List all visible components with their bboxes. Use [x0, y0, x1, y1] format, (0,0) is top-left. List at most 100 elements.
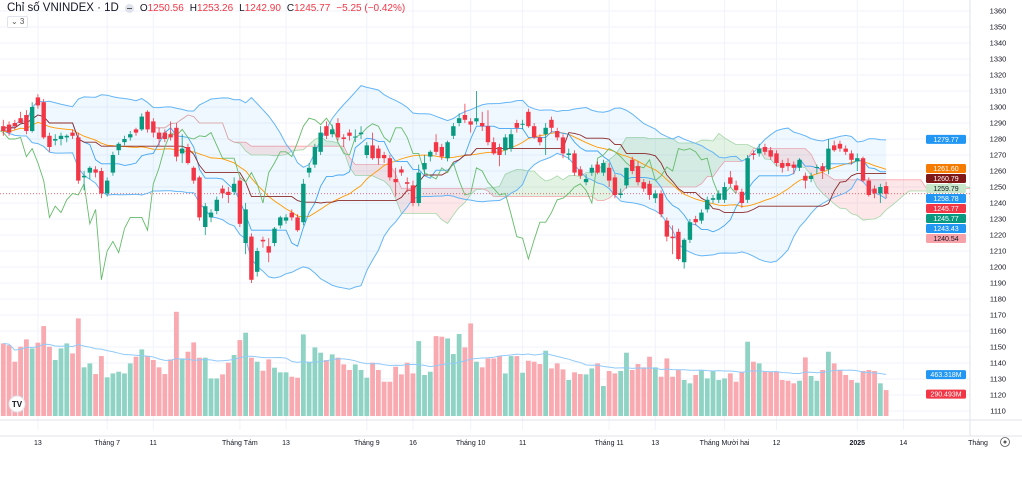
candle-body — [843, 148, 848, 152]
candle-body — [81, 175, 87, 178]
price-axis[interactable]: 1360 1350 1340 1330 1320 1310 1300 1290 1280 1270… — [990, 7, 1007, 416]
candle-body — [329, 129, 335, 135]
volume-bar — [485, 358, 491, 416]
volume-bar — [566, 380, 572, 416]
volume-bar — [462, 347, 468, 416]
time-tick-label: 2025 — [849, 440, 865, 447]
candle-body — [133, 129, 139, 133]
ichimoku-cloud-segment — [539, 177, 546, 197]
volume-bar — [658, 376, 664, 416]
ichimoku-cloud-segment — [516, 169, 523, 197]
price-tick-label: 1300 — [990, 103, 1007, 112]
volume-bar — [629, 370, 635, 416]
candle-body — [24, 115, 29, 131]
volume-bar — [18, 346, 24, 416]
ichimoku-cloud-segment — [724, 137, 731, 162]
symbol-title[interactable]: Chỉ số VNINDEX · 1D — [7, 2, 119, 14]
ichimoku-cloud-segment — [361, 164, 367, 176]
volume-bar — [589, 368, 595, 416]
volume-bar — [58, 348, 64, 416]
candle-body — [214, 199, 219, 211]
candle-body — [468, 121, 473, 125]
volume-bar — [606, 371, 612, 416]
volume-bar — [543, 350, 549, 416]
candle-body — [231, 183, 237, 192]
ichimoku-cloud-segment — [551, 175, 558, 197]
volume-bar — [116, 371, 122, 416]
time-tick-label: Tháng 10 — [456, 440, 486, 447]
logo-text: TV — [12, 400, 23, 409]
ichimoku-lagging-line — [0, 117, 737, 280]
volume-bar — [289, 376, 295, 416]
candle-body — [768, 150, 773, 157]
volume-bar — [733, 381, 739, 416]
market-status-icon[interactable] — [124, 3, 134, 13]
volume-bar — [525, 360, 531, 416]
price-tick-label: 1250 — [990, 183, 1007, 192]
candle-body — [520, 123, 525, 125]
ichimoku-cloud-segment — [297, 146, 304, 151]
volume-bar — [23, 339, 29, 416]
badge-background — [926, 203, 966, 213]
ichimoku-cloud-segment — [782, 148, 789, 166]
ichimoku-cloud-segment — [274, 146, 281, 156]
volume-bar — [422, 375, 427, 416]
candle-body — [381, 155, 387, 159]
volume-bar — [283, 372, 289, 416]
badge-value: 1261.60 — [933, 166, 958, 173]
volume-bar — [450, 354, 456, 416]
indicators-collapse-button[interactable]: ⌄ 3 — [7, 16, 29, 28]
candle-body — [405, 182, 410, 184]
candle-body — [93, 169, 98, 173]
badge-value: 463.318M — [930, 372, 961, 379]
candle-body — [687, 222, 693, 240]
price-tick-label: 1220 — [990, 231, 1007, 240]
candle-body — [191, 167, 196, 181]
candle-body — [208, 212, 214, 218]
volume-bar — [254, 361, 260, 416]
candle-body — [220, 188, 225, 194]
ichimoku-base-badge: 1260.79 — [926, 173, 966, 183]
candle-body — [353, 136, 358, 138]
time-axis[interactable]: 13 Tháng 7 11 Tháng Tám 13 Tháng 9 16 Tháng 10 1… — [34, 440, 907, 447]
price-tick-label: 1330 — [990, 55, 1007, 64]
volume-bar — [133, 356, 139, 416]
ichimoku-cloud-segment — [973, 184, 979, 193]
volume-bar — [479, 367, 485, 416]
candle-body — [272, 228, 277, 243]
volume-bar — [727, 373, 733, 416]
candle-body — [18, 118, 23, 123]
candle-body — [289, 212, 294, 218]
volume-bar — [64, 343, 70, 416]
ichimoku-cloud-segment — [499, 174, 506, 197]
ichimoku-conversion-badge: 1258.78 — [926, 193, 966, 203]
time-tick-label: 13 — [651, 440, 659, 447]
candle-body — [301, 183, 306, 223]
volume-bar — [324, 360, 329, 416]
ichimoku-cloud-segment — [424, 188, 431, 214]
volume-bar — [762, 371, 768, 416]
ichimoku-cloud-segment — [718, 133, 725, 169]
low-value: 1242.90 — [244, 2, 281, 14]
candle-body — [866, 180, 871, 195]
plot-area — [0, 85, 979, 290]
candle-body — [47, 135, 52, 147]
volume-bar — [202, 357, 208, 416]
volume-bar — [704, 378, 710, 416]
volume-bar — [185, 351, 191, 416]
volume-bar — [670, 376, 676, 416]
ichimoku-cloud-segment — [811, 154, 817, 187]
candle-body — [878, 187, 883, 194]
price-tick-label: 1240 — [990, 199, 1007, 208]
ichimoku-cloud-segment — [747, 144, 754, 159]
volume-bar — [179, 358, 185, 416]
volume-bar — [531, 361, 537, 416]
tradingview-logo[interactable]: TV — [8, 395, 26, 413]
ichimoku-cloud-segment — [701, 140, 708, 184]
candle-body — [145, 111, 150, 130]
timezone-settings-icon[interactable] — [1000, 437, 1010, 447]
badge-value: 1245.77 — [933, 216, 958, 223]
volume-bar — [104, 377, 110, 416]
ichimoku-cloud-segment — [788, 148, 794, 166]
